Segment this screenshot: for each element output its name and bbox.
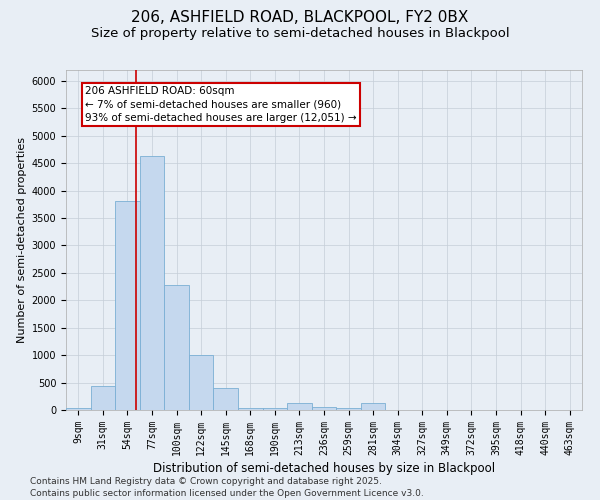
Bar — [214, 388, 238, 410]
Text: Size of property relative to semi-detached houses in Blackpool: Size of property relative to semi-detach… — [91, 28, 509, 40]
Text: Contains HM Land Registry data © Crown copyright and database right 2025.
Contai: Contains HM Land Registry data © Crown c… — [30, 476, 424, 498]
Bar — [164, 285, 189, 410]
Y-axis label: Number of semi-detached properties: Number of semi-detached properties — [17, 137, 28, 343]
Bar — [91, 386, 115, 410]
Bar — [312, 408, 336, 410]
Bar — [238, 408, 263, 410]
Bar — [263, 408, 287, 410]
Text: 206 ASHFIELD ROAD: 60sqm
← 7% of semi-detached houses are smaller (960)
93% of s: 206 ASHFIELD ROAD: 60sqm ← 7% of semi-de… — [85, 86, 357, 123]
Bar — [287, 404, 312, 410]
Bar — [336, 408, 361, 410]
Bar — [189, 355, 214, 410]
Bar — [66, 408, 91, 410]
Bar — [361, 404, 385, 410]
X-axis label: Distribution of semi-detached houses by size in Blackpool: Distribution of semi-detached houses by … — [153, 462, 495, 475]
Bar — [140, 156, 164, 410]
Bar — [115, 200, 140, 410]
Text: 206, ASHFIELD ROAD, BLACKPOOL, FY2 0BX: 206, ASHFIELD ROAD, BLACKPOOL, FY2 0BX — [131, 10, 469, 25]
